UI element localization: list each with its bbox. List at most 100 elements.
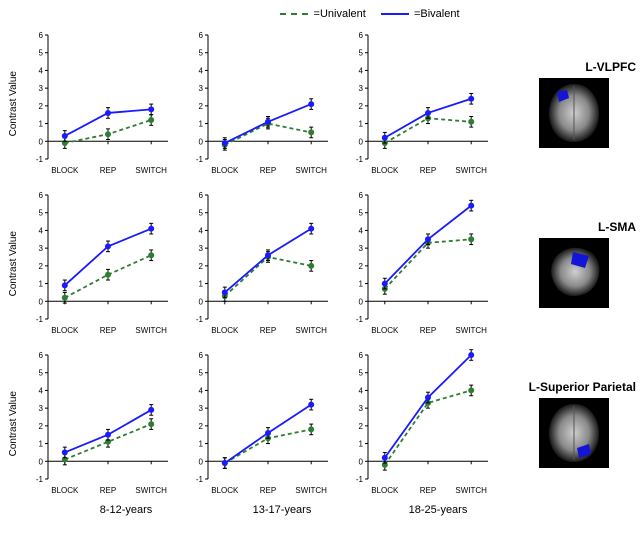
svg-text:REP: REP [420,326,436,335]
svg-text:REP: REP [420,486,436,495]
brain-thumbnail [539,78,609,148]
region-column: L-VLPFCL-SMAL-Superior Parietal [508,24,640,504]
chart-panel-r1-c0: -10123456BLOCKREPSWITCH [22,189,174,339]
svg-text:6: 6 [39,31,44,40]
region-title: L-VLPFC [508,60,640,74]
chart-row-2: Contrast Value -1 0 1 2 3 4 5 6 BLOCK REP SWITCH -1 0… [8,344,508,504]
svg-text:-1: -1 [36,155,44,164]
svg-text:0: 0 [199,137,204,146]
svg-text:4: 4 [199,66,204,75]
svg-text:4: 4 [39,66,44,75]
svg-text:BLOCK: BLOCK [211,166,239,175]
svg-text:0: 0 [359,137,364,146]
svg-text:3: 3 [199,404,204,413]
svg-text:REP: REP [260,166,276,175]
svg-text:BLOCK: BLOCK [371,166,399,175]
svg-text:4: 4 [39,386,44,395]
svg-text:REP: REP [100,166,116,175]
svg-text:6: 6 [359,351,364,360]
svg-text:REP: REP [260,486,276,495]
svg-text:4: 4 [199,226,204,235]
svg-text:BLOCK: BLOCK [371,326,399,335]
svg-text:5: 5 [199,209,204,218]
svg-text:1: 1 [359,120,364,129]
svg-text:SWITCH: SWITCH [455,166,487,175]
svg-text:0: 0 [39,457,44,466]
svg-text:-1: -1 [356,475,364,484]
svg-text:5: 5 [39,369,44,378]
chart-panel-r2-c2: -10123456BLOCKREPSWITCH [342,349,494,499]
svg-text:SWITCH: SWITCH [295,166,327,175]
svg-text:5: 5 [199,49,204,58]
svg-text:6: 6 [359,191,364,200]
legend-label-univalent: =Univalent [314,8,366,20]
svg-text:6: 6 [199,31,204,40]
svg-text:SWITCH: SWITCH [295,486,327,495]
svg-text:6: 6 [359,31,364,40]
svg-text:-1: -1 [36,315,44,324]
svg-text:3: 3 [199,84,204,93]
chart-panel-r2-c0: -10123456BLOCKREPSWITCH [22,349,174,499]
y-axis-label: Contrast Value [8,391,22,456]
svg-text:BLOCK: BLOCK [211,326,239,335]
legend-bivalent: =Bivalent [381,8,460,20]
svg-text:4: 4 [359,66,364,75]
svg-text:5: 5 [39,49,44,58]
svg-text:6: 6 [199,191,204,200]
svg-text:-1: -1 [196,155,204,164]
svg-text:REP: REP [100,486,116,495]
age-label-0: 8-12-years [48,504,204,516]
svg-text:6: 6 [39,191,44,200]
chart-panel-r1-c2: -10123456BLOCKREPSWITCH [342,189,494,339]
svg-text:BLOCK: BLOCK [51,486,79,495]
brain-thumbnail [539,398,609,468]
legend: =Univalent =Bivalent [108,8,632,20]
svg-text:5: 5 [359,209,364,218]
svg-text:3: 3 [39,84,44,93]
region-block-0: L-VLPFC [508,24,640,184]
svg-text:2: 2 [39,422,44,431]
svg-text:5: 5 [359,369,364,378]
svg-text:2: 2 [359,262,364,271]
svg-text:1: 1 [39,440,44,449]
svg-text:2: 2 [39,102,44,111]
chart-row-0: Contrast Value-10123456BLOCKREPSWITCH-10… [8,24,508,184]
svg-text:2: 2 [359,102,364,111]
svg-text:SWITCH: SWITCH [455,326,487,335]
svg-text:1: 1 [199,120,204,129]
svg-text:5: 5 [199,369,204,378]
svg-text:BLOCK: BLOCK [371,486,399,495]
svg-text:-1: -1 [196,475,204,484]
svg-text:3: 3 [39,244,44,253]
svg-text:1: 1 [39,120,44,129]
svg-text:0: 0 [359,297,364,306]
svg-text:-1: -1 [36,475,44,484]
svg-text:BLOCK: BLOCK [51,166,79,175]
age-group-labels: 8-12-years 13-17-years 18-25-years [48,504,516,516]
charts-column: Contrast Value -1 0 1 2 3 4 5 6 BLOCK REP SWITCH -1 0… [8,24,508,504]
svg-text:1: 1 [199,440,204,449]
age-label-1: 13-17-years [204,504,360,516]
svg-text:1: 1 [39,280,44,289]
brain-thumbnail [539,238,609,308]
region-title: L-SMA [508,220,640,234]
svg-text:1: 1 [359,280,364,289]
svg-text:3: 3 [359,404,364,413]
svg-text:-1: -1 [356,155,364,164]
chart-panel-r0-c0: -10123456BLOCKREPSWITCH [22,29,174,179]
svg-text:REP: REP [420,166,436,175]
svg-text:2: 2 [199,422,204,431]
svg-text:SWITCH: SWITCH [295,326,327,335]
svg-text:1: 1 [199,280,204,289]
legend-line-bivalent [381,13,409,15]
svg-text:2: 2 [199,102,204,111]
svg-text:0: 0 [199,457,204,466]
svg-text:2: 2 [39,262,44,271]
chart-row-1: Contrast Value-10123456BLOCKREPSWITCH-10… [8,184,508,344]
svg-text:4: 4 [359,386,364,395]
svg-text:0: 0 [359,457,364,466]
chart-panel-r0-c1: -1 0 1 2 3 4 5 6 BLOCK REP SWITCH [182,29,334,179]
region-block-1: L-SMA [508,184,640,344]
svg-text:3: 3 [39,404,44,413]
svg-text:BLOCK: BLOCK [51,326,79,335]
